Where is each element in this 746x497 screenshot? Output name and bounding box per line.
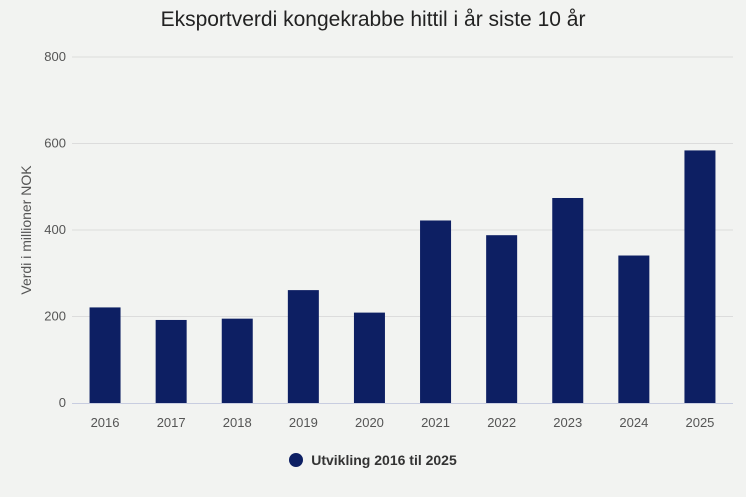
- bar: [287, 290, 319, 403]
- x-tick-label: 2022: [487, 415, 516, 430]
- y-tick-label: 800: [44, 49, 66, 64]
- x-tick-label: 2024: [619, 415, 648, 430]
- x-tick-label: 2019: [289, 415, 318, 430]
- legend[interactable]: Utvikling 2016 til 2025: [0, 452, 746, 468]
- chart-title: Eksportverdi kongekrabbe hittil i år sis…: [160, 8, 586, 31]
- y-tick-label: 0: [59, 395, 66, 410]
- x-tick-label: 2025: [685, 415, 714, 430]
- x-tick-label: 2021: [421, 415, 450, 430]
- legend-marker: [289, 453, 304, 467]
- y-tick-label: 600: [44, 136, 66, 151]
- bar: [486, 235, 518, 403]
- y-tick-label: 200: [44, 309, 66, 324]
- x-tick-label: 2020: [355, 415, 384, 430]
- y-axis-title: Verdi i millioner NOK: [18, 165, 34, 295]
- legend-label: Utvikling 2016 til 2025: [311, 452, 457, 468]
- bar: [89, 307, 121, 403]
- bar: [552, 197, 584, 403]
- bar: [420, 220, 452, 403]
- x-tick-label: 2016: [91, 415, 120, 430]
- x-tick-label: 2018: [223, 415, 252, 430]
- bar: [221, 318, 253, 403]
- x-tick-label: 2023: [553, 415, 582, 430]
- bar: [155, 319, 187, 403]
- bar: [684, 150, 716, 403]
- bar: [353, 312, 385, 403]
- x-tick-label: 2017: [157, 415, 186, 430]
- y-tick-label: 400: [44, 222, 66, 237]
- bar: [618, 255, 650, 403]
